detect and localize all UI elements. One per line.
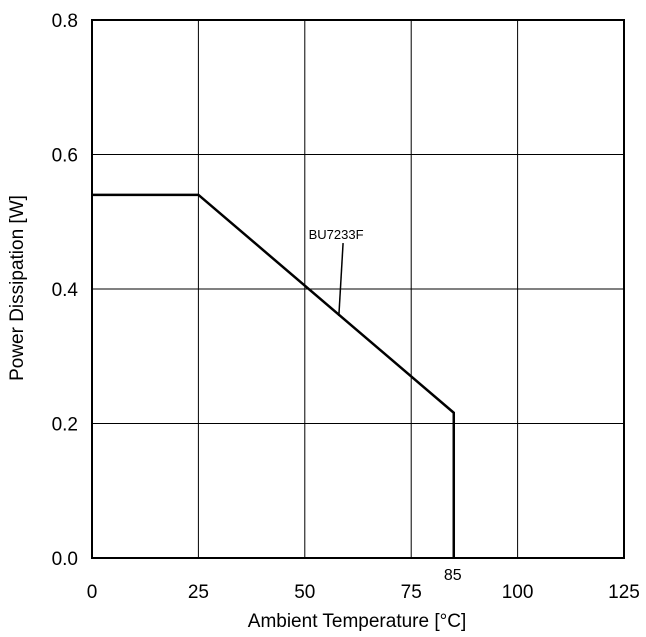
x-tick-label: 125 [608,582,640,603]
grid-lines [92,20,624,558]
y-tick-label: 0.0 [52,549,78,570]
series-line-0 [92,193,456,558]
annotations: BU7233F 85 [309,227,462,584]
y-axis-label: Power Dissipation [W] [7,195,28,381]
x-tick-label: 25 [188,582,209,603]
annotation-leader-line [338,243,344,316]
x-tick-label: 100 [502,582,534,603]
x-axis-label: Ambient Temperature [°C] [248,611,466,632]
cutoff-annotation-label: 85 [444,567,462,584]
plot-frame [91,19,625,559]
y-tick-label: 0.8 [52,11,78,32]
y-tick-label: 0.4 [52,280,79,301]
x-tick-label: 50 [294,582,315,603]
series-annotation-label: BU7233F [309,227,364,242]
x-tick-label: 75 [401,582,422,603]
y-tick-label: 0.2 [52,415,78,436]
y-tick-label: 0.6 [52,146,78,167]
series-layer [92,193,456,558]
x-tick-label: 0 [87,582,98,603]
tick-labels: 0 25 50 75 100 125 0.0 0.2 0.4 0.6 0.8 [52,11,640,603]
